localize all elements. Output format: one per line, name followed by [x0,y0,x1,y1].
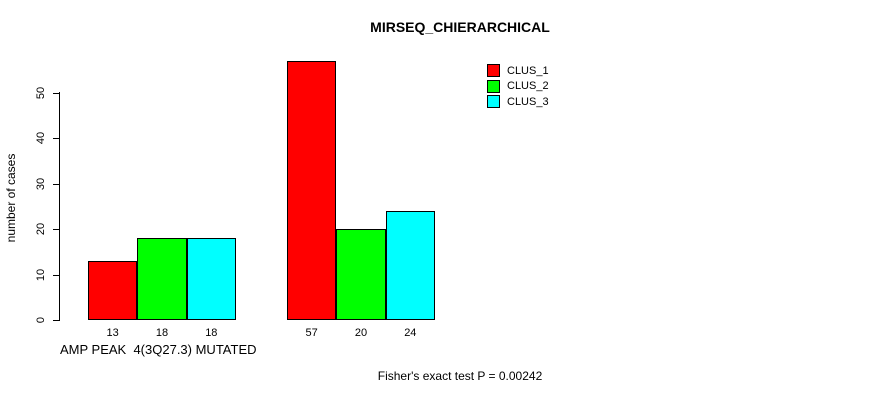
y-axis-title: number of cases [4,153,18,243]
bar-value-label: 24 [404,327,417,339]
y-tick-label: 30 [35,177,47,190]
bar-value-label: 57 [305,327,318,339]
legend-swatch-clus3 [487,95,500,109]
bar-clus_3-group2 [385,210,435,320]
y-tick [53,183,60,185]
y-tick-label: 50 [35,86,47,99]
bar-value-label: 20 [354,327,368,339]
legend-label-clus3: CLUS_3 [507,95,549,108]
bar-clus_3-group1 [186,238,236,320]
y-tick [53,274,60,276]
y-tick-label: 20 [35,222,47,236]
y-tick [53,229,60,230]
legend-label-clus2: CLUS_2 [507,80,549,93]
bar-clus_1-group2 [287,60,337,320]
legend-item-clus3: CLUS_3 [487,94,549,110]
bar-value-label: 18 [205,327,218,339]
y-tick-label: 10 [35,268,47,281]
legend-swatch-clus2 [487,79,500,93]
chart-title: MIRSEQ_CHIERARCHICAL [370,19,550,35]
y-tick [53,138,60,139]
legend-swatch-clus1 [487,64,500,78]
legend-item-clus2: CLUS_2 [487,79,549,95]
y-tick-label: 40 [35,131,47,145]
y-tick [53,320,60,321]
footer-annotation: Fisher's exact test P = 0.00242 [377,369,543,383]
y-tick [53,92,60,94]
legend-label-clus1: CLUS_1 [507,64,549,77]
bar-clus_1-group1 [88,260,138,320]
legend: CLUS_1 CLUS_2 CLUS_3 [487,63,549,110]
bar-value-label: 13 [106,327,119,339]
bar-value-label: 18 [155,327,169,339]
bar-clus_2-group2 [336,229,386,320]
bar-clus_2-group1 [137,238,187,320]
x-group-label: AMP PEAK 4(3Q27.3) MUTATED [60,342,257,357]
legend-item-clus1: CLUS_1 [487,63,549,79]
y-tick-label: 0 [35,316,47,324]
y-axis-line [59,92,60,321]
